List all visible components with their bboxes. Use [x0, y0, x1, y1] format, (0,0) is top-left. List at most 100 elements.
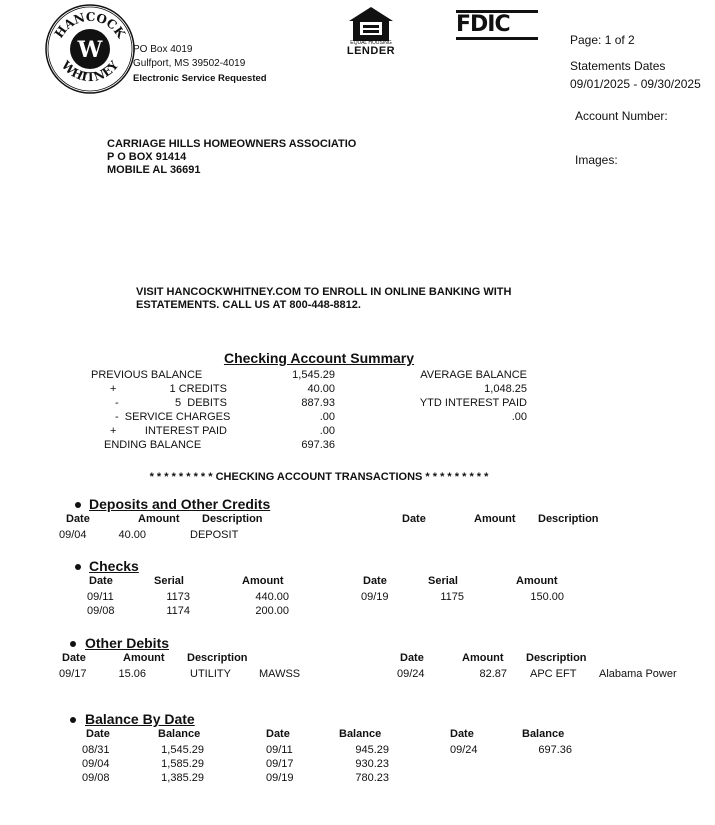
check-date: 09/11 — [87, 591, 114, 603]
debits-header-description: Description — [187, 652, 248, 664]
deposits-header-date-2: Date — [402, 513, 426, 525]
deposits-header-description-2: Description — [538, 513, 599, 525]
customer-name: CARRIAGE HILLS HOMEOWNERS ASSOCIATIO — [107, 138, 357, 150]
bank-address-line2: Gulfport, MS 39502-4019 — [133, 58, 246, 69]
balance-header-date: Date — [86, 728, 110, 740]
bullet-icon — [75, 564, 81, 570]
average-balance-label: AVERAGE BALANCE — [420, 369, 527, 381]
debit-date: 09/24 — [397, 668, 425, 680]
balance-header-balance: Balance — [158, 728, 201, 740]
interest-label: INTEREST PAID — [144, 425, 227, 437]
balance-header-balance-2: Balance — [339, 728, 382, 740]
balance-header-balance-3: Balance — [522, 728, 565, 740]
balance-date: 09/19 — [266, 772, 294, 784]
credits-label: 1 CREDITS — [169, 383, 227, 395]
check-date: 09/08 — [87, 605, 115, 617]
interest-amount: .00 — [319, 425, 335, 437]
deposit-amount: 40.00 — [118, 529, 146, 541]
debits-header-amount: Amount — [123, 652, 165, 664]
check-serial: 1175 — [440, 591, 464, 603]
service-note: Electronic Service Requested — [133, 73, 267, 84]
check-serial: 1173 — [166, 591, 190, 603]
debits-amount: 887.93 — [301, 397, 335, 409]
equal-housing-lender-logo: EQUAL HOUSING LENDER — [345, 5, 397, 61]
checks-header-date-2: Date — [363, 575, 387, 587]
bullet-icon — [70, 717, 76, 723]
deposits-header-amount-2: Amount — [474, 513, 516, 525]
fdic-logo: FDIC — [456, 10, 538, 40]
checks-header-amount-2: Amount — [516, 575, 558, 587]
balance-amount: 1,385.29 — [161, 772, 204, 784]
balance-date: 09/08 — [82, 772, 110, 784]
account-number-label: Account Number: — [575, 109, 668, 123]
hancock-whitney-logo: HANCOCK WHITNEY W — [44, 3, 136, 95]
ending-balance: 697.36 — [301, 439, 335, 451]
service-charges-label: - SERVICE CHARGES — [115, 411, 231, 423]
checks-header-serial: Serial — [154, 575, 184, 587]
customer-city: MOBILE AL 36691 — [107, 164, 201, 176]
debit-amount: 15.06 — [118, 668, 146, 680]
page-number: Page: 1 of 2 — [570, 33, 635, 47]
check-date: 09/19 — [361, 591, 389, 603]
ending-balance-label: ENDING BALANCE — [104, 439, 202, 451]
ytd-interest-label: YTD INTEREST PAID — [419, 397, 527, 409]
balance-date: 09/11 — [266, 744, 293, 756]
balance-header-date-3: Date — [450, 728, 474, 740]
balance-amount: 945.29 — [355, 744, 389, 756]
customer-address: P O BOX 91414 — [107, 151, 187, 163]
bullet-icon — [75, 502, 81, 508]
debit-date: 09/17 — [59, 668, 87, 680]
summary-title: Checking Account Summary — [223, 350, 415, 366]
previous-balance-label: PREVIOUS BALANCE — [91, 369, 203, 381]
credits-sign: + — [110, 383, 117, 395]
balance-amount: 1,545.29 — [161, 744, 204, 756]
check-amount: 200.00 — [255, 605, 289, 617]
bullet-icon — [70, 641, 76, 647]
debit-description: APC EFT — [530, 668, 577, 680]
previous-balance: 1,545.29 — [292, 369, 335, 381]
deposits-header-amount: Amount — [138, 513, 180, 525]
debit-payee: Alabama Power — [599, 668, 677, 680]
balance-amount: 1,585.29 — [161, 758, 204, 770]
statement-dates-label: Statements Dates — [570, 59, 666, 73]
transactions-header: * * * * * * * * * CHECKING ACCOUNT TRANS… — [149, 471, 489, 483]
debits-header-description-2: Description — [526, 652, 587, 664]
balance-amount: 930.23 — [355, 758, 389, 770]
svg-text:W: W — [77, 37, 103, 63]
other-debits-title: Other Debits — [85, 635, 170, 651]
interest-sign: + — [110, 425, 117, 437]
balance-date: 09/17 — [266, 758, 294, 770]
balance-amount: 697.36 — [538, 744, 572, 756]
debits-header-date-2: Date — [400, 652, 424, 664]
debits-sign: - — [115, 397, 119, 409]
balance-amount: 780.23 — [355, 772, 389, 784]
debit-amount: 82.87 — [479, 668, 507, 680]
checks-header-amount: Amount — [242, 575, 284, 587]
balance-by-date-title: Balance By Date — [85, 711, 195, 727]
balance-date: 09/24 — [450, 744, 478, 756]
credits-amount: 40.00 — [307, 383, 335, 395]
bank-address-line1: PO Box 4019 — [133, 44, 193, 55]
average-balance: 1,048.25 — [484, 383, 527, 395]
checks-header-date: Date — [89, 575, 113, 587]
checks-title: Checks — [89, 558, 139, 574]
statement-dates-value: 09/01/2025 - 09/30/2025 — [570, 77, 701, 91]
service-charges-amount: .00 — [319, 411, 335, 423]
debits-header-amount-2: Amount — [462, 652, 504, 664]
balance-header-date-2: Date — [266, 728, 290, 740]
deposit-date: 09/04 — [59, 529, 87, 541]
debit-description: UTILITY — [190, 668, 231, 680]
notice-line2: ESTATEMENTS. CALL US AT 800-448-8812. — [136, 299, 361, 311]
debits-label: 5 DEBITS — [175, 397, 227, 409]
check-amount: 440.00 — [255, 591, 289, 603]
debits-header-date: Date — [62, 652, 86, 664]
checks-header-serial-2: Serial — [428, 575, 458, 587]
ehl-line2: LENDER — [346, 45, 396, 57]
images-label: Images: — [575, 153, 618, 167]
deposits-header-description: Description — [202, 513, 263, 525]
deposit-description: DEPOSIT — [190, 529, 239, 541]
balance-date: 09/04 — [82, 758, 110, 770]
check-amount: 150.00 — [530, 591, 564, 603]
ehl-line1: EQUAL HOUSING — [350, 40, 392, 46]
